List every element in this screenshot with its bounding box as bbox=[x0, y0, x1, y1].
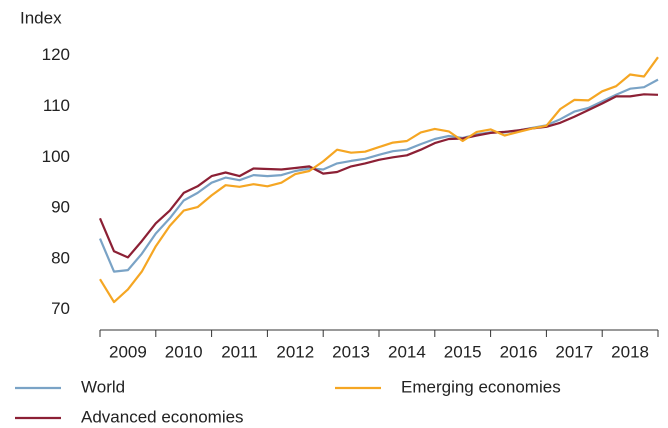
x-tick-label: 2016 bbox=[500, 342, 538, 361]
legend-label: World bbox=[81, 377, 125, 396]
y-tick-label: 120 bbox=[42, 45, 70, 64]
y-tick-label: 110 bbox=[43, 96, 70, 115]
x-tick-label: 2011 bbox=[221, 342, 258, 361]
x-tick-label: 2009 bbox=[109, 342, 147, 361]
x-tick-label: 2017 bbox=[555, 342, 593, 361]
series-line bbox=[99, 56, 659, 304]
y-tick-label: 100 bbox=[42, 147, 70, 166]
y-tick-label: 70 bbox=[51, 299, 70, 318]
legend-label: Emerging economies bbox=[401, 377, 561, 396]
x-tick-label: 2015 bbox=[444, 342, 482, 361]
x-tick-label: 2010 bbox=[165, 342, 203, 361]
x-tick-label: 2012 bbox=[276, 342, 314, 361]
series-line bbox=[98, 93, 659, 259]
x-tick-label: 2018 bbox=[611, 342, 649, 361]
y-tick-label: 80 bbox=[51, 248, 70, 267]
series-line bbox=[98, 78, 659, 273]
legend-label: Advanced economies bbox=[81, 407, 244, 426]
x-tick-label: 2013 bbox=[332, 342, 370, 361]
y-axis-label: Index bbox=[20, 8, 62, 27]
x-tick-label: 2014 bbox=[388, 342, 426, 361]
y-tick-label: 90 bbox=[51, 198, 70, 217]
